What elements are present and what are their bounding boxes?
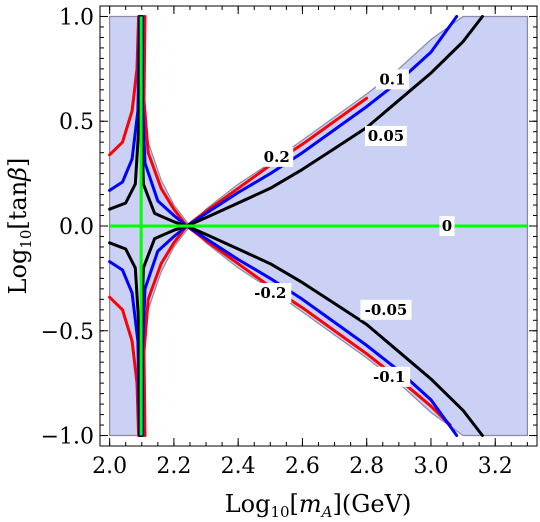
y-tick-label-1: −0.5 [41, 320, 94, 345]
x-tick-label-0: 2.0 [92, 454, 127, 479]
x-axis-label: Log10[mA](GeV) [225, 490, 412, 521]
y-tick-label-3: 0.5 [59, 110, 94, 135]
x-tick-label-2: 2.4 [221, 454, 256, 479]
y-tick-label-4: 1.0 [59, 5, 94, 30]
contour-line-9 [108, 15, 142, 211]
contour-label-box-1 [375, 69, 409, 90]
y-tick-label-2: 0.0 [59, 215, 94, 240]
contour-label-box-5 [249, 283, 292, 304]
contour-label-7: -0.1 [373, 368, 405, 386]
contour-label-box-3 [260, 146, 294, 167]
contour-label-box-4 [439, 216, 455, 236]
contour-label-2: 0.05 [368, 127, 405, 145]
contour-line-3 [185, 15, 484, 228]
contour-label-6: -0.05 [365, 301, 408, 319]
contour-line-2 [185, 15, 459, 228]
contour-label-box-2 [364, 125, 407, 146]
contour-line-6 [185, 224, 484, 437]
x-tick-label-5: 3.0 [413, 454, 448, 479]
contour-label-box-6 [360, 299, 412, 320]
contour-label-4: 0 [442, 217, 452, 235]
ticks-layer: 2.0 2.2 2.4 2.6 2.8 3.0 3.2 −1.0 −0.5 0.0 0.5 1.0 [41, 5, 537, 479]
x-tick-label-1: 2.2 [156, 454, 191, 479]
contour-label-3: 0.2 [264, 148, 290, 166]
plot-layer: 0.1 0.05 0.2 0 -0.2 -0.05 -0.1 [108, 15, 528, 437]
y-tick-label-0: −1.0 [41, 425, 94, 450]
contour-label-1: 0.1 [379, 70, 405, 88]
contour-label-box-7 [368, 366, 411, 387]
plot-frame [99, 5, 538, 447]
y-axis-label: Log10[tanβ] [4, 158, 35, 295]
contour-line-5 [185, 224, 459, 437]
contour-label-5: -0.2 [254, 284, 286, 302]
contour-line-12 [108, 241, 142, 437]
x-tick-label-4: 2.8 [349, 454, 384, 479]
contour-line-4 [185, 224, 452, 427]
x-tick-label-3: 2.6 [285, 454, 320, 479]
x-tick-label-6: 3.2 [478, 454, 513, 479]
